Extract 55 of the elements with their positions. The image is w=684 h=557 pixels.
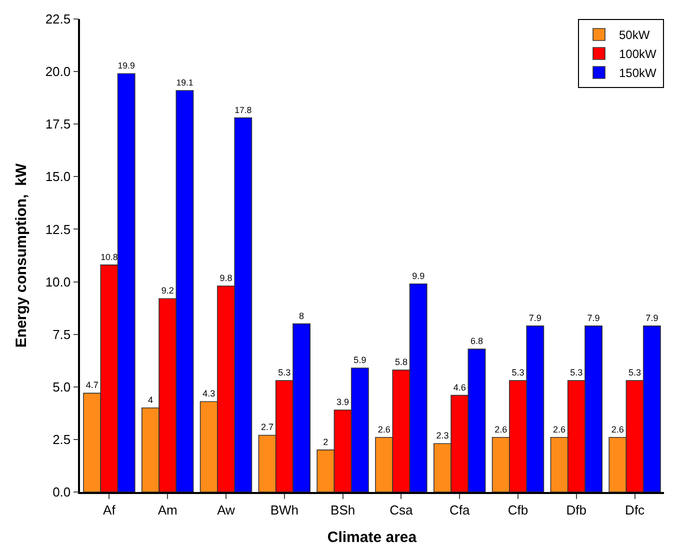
y-tick-label: 15.0 <box>45 169 71 184</box>
data-label: 8 <box>299 310 304 321</box>
y-tick-label: 10.0 <box>45 274 71 290</box>
data-label: 7.9 <box>528 312 542 323</box>
data-label: 6.8 <box>470 336 483 346</box>
data-label: 17.8 <box>234 104 252 115</box>
x-tick-label: Cfa <box>449 502 470 518</box>
data-label: 2.6 <box>611 424 624 434</box>
legend-label: 50kW <box>619 28 650 42</box>
x-tick-label: Af <box>103 502 116 518</box>
data-label: 19.1 <box>176 78 194 88</box>
y-tick-label: 22.5 <box>45 12 71 27</box>
data-label: 5.3 <box>512 368 524 378</box>
y-tick-label: 20.0 <box>45 64 71 80</box>
y-tick-label: 2.5 <box>52 432 71 447</box>
x-tick-label: Dfb <box>566 502 587 518</box>
data-label: 2.7 <box>261 422 274 432</box>
data-label: 5.9 <box>354 354 366 365</box>
data-label: 10.8 <box>100 252 118 262</box>
data-label: 5.3 <box>570 368 583 378</box>
y-tick-label: 7.5 <box>52 326 71 342</box>
data-label: 9.9 <box>412 270 425 281</box>
data-label: 5.3 <box>628 368 642 378</box>
data-label: 19.9 <box>118 60 135 71</box>
data-label: 2.3 <box>436 430 449 441</box>
x-tick-label: Aw <box>217 502 236 518</box>
data-label: 9.2 <box>161 286 174 296</box>
data-label: 2.6 <box>378 424 390 434</box>
y-tick-label: 5.0 <box>52 379 71 394</box>
x-tick-label: Csa <box>390 502 414 518</box>
data-label: 9.8 <box>220 272 232 283</box>
data-label: 4.7 <box>86 380 98 390</box>
x-axis-title: Climate area <box>327 528 418 546</box>
data-label: 7.9 <box>646 312 658 323</box>
y-tick-label: 17.5 <box>45 116 71 132</box>
x-tick-label: Am <box>158 502 178 518</box>
data-label: 4 <box>148 394 153 405</box>
data-label: 4.6 <box>453 382 466 392</box>
data-label: 2.6 <box>494 424 508 434</box>
x-tick-label: BWh <box>270 502 298 518</box>
y-axis-title: Energy consumption, kW <box>13 162 30 348</box>
x-tick-label: BSh <box>330 502 356 518</box>
legend-label: 150kW <box>619 66 658 80</box>
legend-label: 100kW <box>619 47 658 62</box>
data-label: 4.3 <box>202 388 216 399</box>
y-tick-label: 0.0 <box>52 484 71 500</box>
data-label: 3.9 <box>336 397 350 408</box>
data-label: 7.9 <box>587 312 600 323</box>
data-label: 2.6 <box>553 424 566 434</box>
data-label: 5.3 <box>278 368 291 378</box>
x-tick-label: Cfb <box>508 502 528 518</box>
x-tick-label: Dfc <box>625 502 646 518</box>
data-label: 5.8 <box>394 357 408 368</box>
y-tick-label: 12.5 <box>45 222 71 237</box>
data-label: 2 <box>323 436 328 447</box>
